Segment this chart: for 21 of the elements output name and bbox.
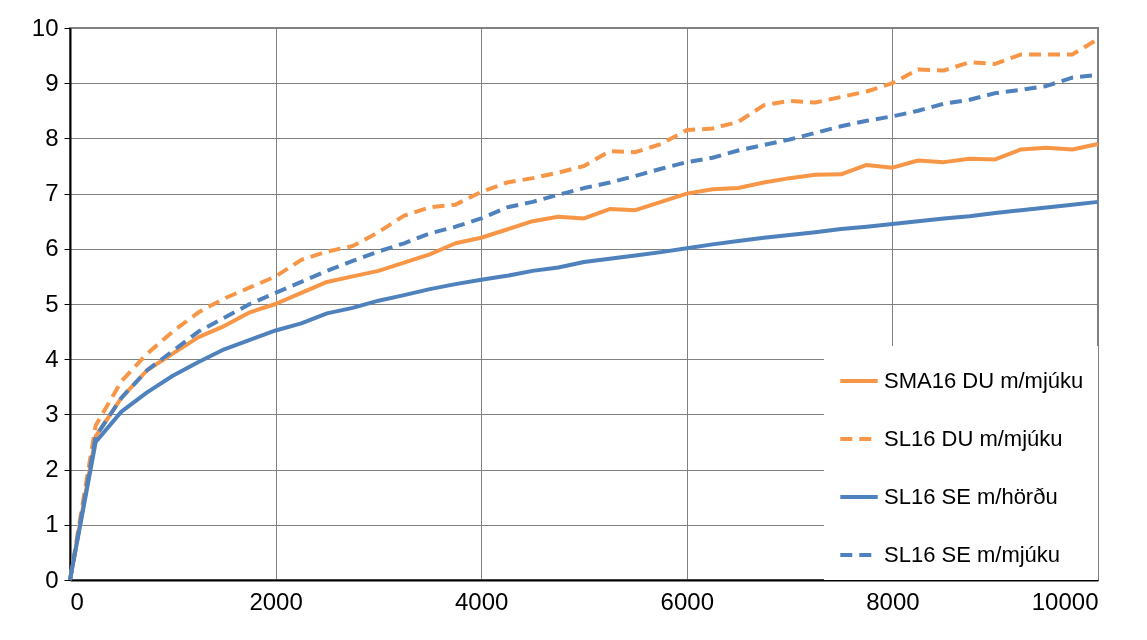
x-tick-label: 8000: [866, 587, 920, 615]
y-tick-label: 8: [45, 123, 59, 151]
y-tick-label: 10: [31, 13, 59, 41]
y-tick-label: 5: [45, 289, 59, 317]
y-tick-label: 4: [45, 344, 59, 372]
x-tick-label: 0: [70, 587, 84, 615]
y-tick-label: 9: [45, 68, 59, 96]
legend-label: SL16 SE m/mjúku: [884, 542, 1061, 567]
x-tick-label: 6000: [660, 587, 714, 615]
y-tick-label: 0: [45, 565, 59, 593]
legend-label: SL16 DU m/mjúku: [884, 426, 1063, 451]
x-tick-label: 2000: [249, 587, 303, 615]
y-tick-label: 7: [45, 179, 59, 207]
legend-label: SMA16 DU m/mjúku: [884, 368, 1084, 393]
y-tick-label: 3: [45, 399, 59, 427]
x-tick-label: 10000: [1031, 587, 1099, 615]
legend-label: SL16 SE m/hörðu: [884, 484, 1058, 509]
x-tick-label: 4000: [455, 587, 509, 615]
y-tick-label: 1: [45, 510, 59, 538]
y-tick-label: 6: [45, 234, 59, 262]
y-tick-label: 2: [45, 455, 59, 483]
